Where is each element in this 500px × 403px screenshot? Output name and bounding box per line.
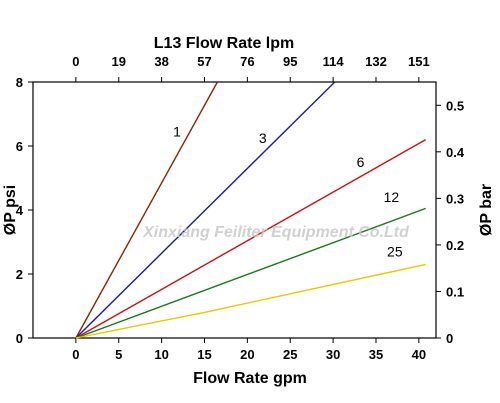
y2-tick-label: 0.4 [446,145,465,160]
x-tick-label: 20 [240,347,254,362]
series-line-25 [75,263,426,339]
y2-tick-label: 0.2 [446,238,464,253]
series-label-12: 12 [384,189,400,205]
top-axis-title: L13 Flow Rate lpm [154,35,294,52]
x-tick-label: 25 [283,347,297,362]
top-tick-label: 114 [323,54,345,69]
watermark-text: Xinxiang Feiliter Equipment Co.Ltd [142,224,410,241]
top-tick-label: 19 [112,54,126,69]
top-tick-label: 76 [240,54,254,69]
series-line-6 [75,138,427,339]
x-tick-label: 5 [115,347,122,362]
plot-frame [32,81,437,339]
ticks-layer: 0 5 10 15 20 25 30 35 400 19 38 57 76 95 114 132 1510246… [16,54,465,362]
y-tick-label: 6 [16,139,23,154]
x-tick-label: 35 [369,347,383,362]
top-tick-label: 38 [154,54,168,69]
y-axis-title: ØP psi [2,185,19,235]
series-layer [75,81,427,339]
series-line-3 [75,81,336,339]
y2-axis-title: ØP bar [478,184,495,236]
y-tick-label: 0 [16,331,23,346]
top-tick-label: 151 [408,54,430,69]
y2-tick-label: 0.3 [446,191,464,206]
top-tick-label: 95 [283,54,297,69]
top-tick-label: 57 [197,54,211,69]
top-tick-label: 0 [72,54,79,69]
x-tick-label: 40 [412,347,426,362]
series-label-25: 25 [387,243,403,259]
series-label-1: 1 [173,123,181,139]
y2-tick-label: 0 [446,331,453,346]
y2-tick-label: 0.1 [446,284,464,299]
y2-tick-label: 0.5 [446,98,464,113]
series-line-1 [75,81,219,339]
y-tick-label: 2 [16,267,23,282]
x-tick-label: 10 [154,347,168,362]
y-tick-label: 4 [16,203,24,218]
top-tick-label: 132 [365,54,387,69]
x-tick-label: 0 [72,347,79,362]
series-line-12 [75,207,426,339]
series-label-3: 3 [259,130,267,146]
y-tick-label: 8 [16,75,23,90]
labels-layer: 1 3 6 12 25 [173,123,403,259]
series-label-6: 6 [357,154,365,170]
x-tick-label: 15 [197,347,211,362]
x-tick-label: 30 [326,347,340,362]
x-axis-title: Flow Rate gpm [193,370,307,387]
